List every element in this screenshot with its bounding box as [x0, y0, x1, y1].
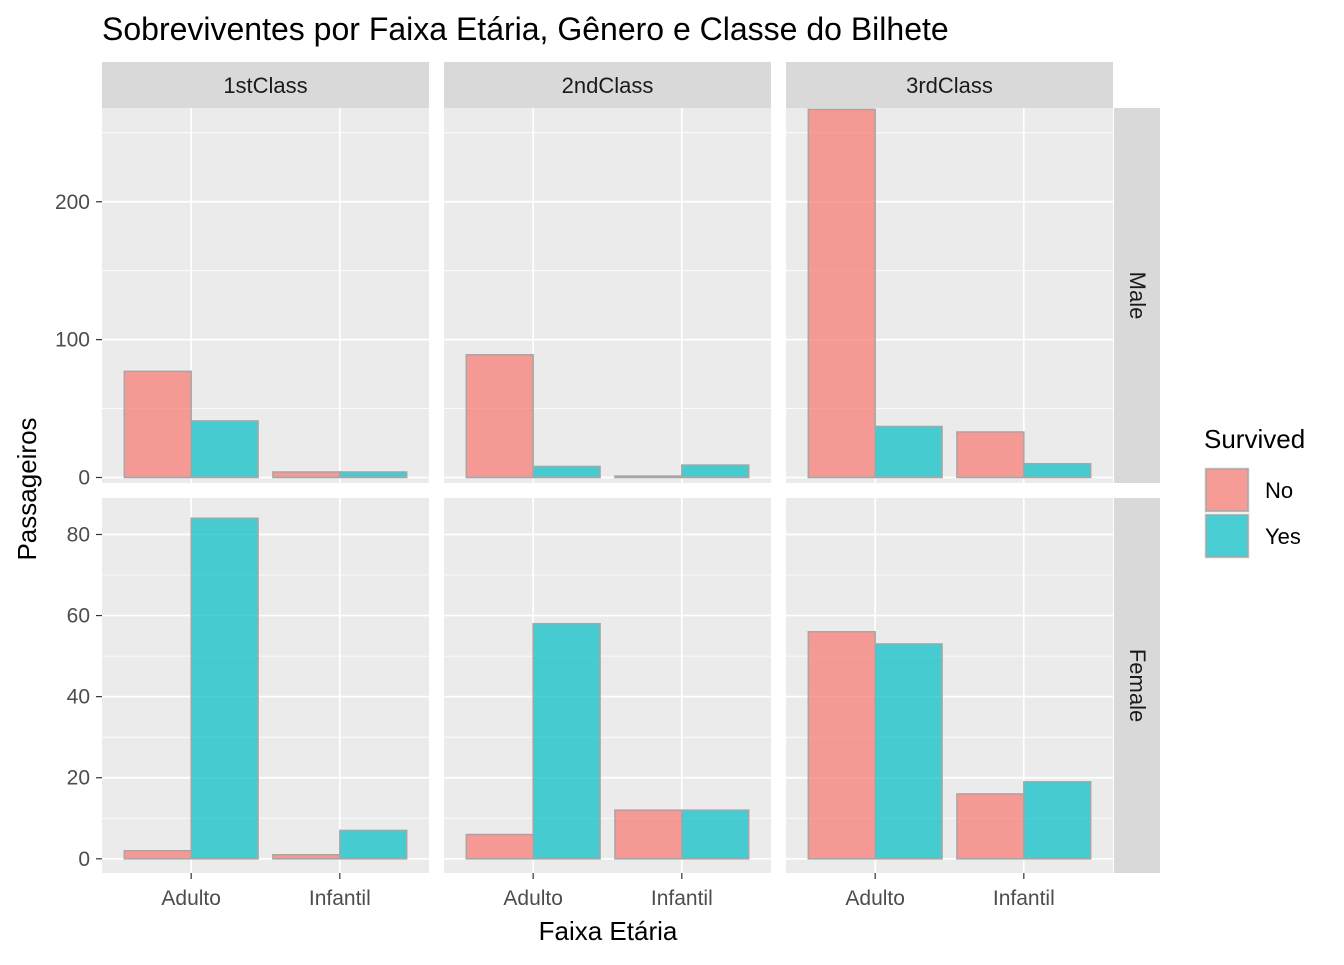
y-tick-label-male-0: 0 [78, 466, 90, 489]
bar-male-1stclass-adulto-yes [190, 420, 259, 479]
strip-male [1114, 108, 1160, 483]
bar-female-3rdclass-adulto-no [807, 631, 876, 860]
legend-swatch-no [1205, 468, 1249, 512]
strip-female [1114, 498, 1160, 873]
strip-label-female: Female [1125, 649, 1150, 722]
strip-2ndclass [444, 62, 771, 108]
bar-female-2ndclass-infantil-yes [681, 809, 750, 860]
y-tick-label-female-60: 60 [67, 605, 90, 628]
x-tick-label-3rdclass-adulto: Adulto [845, 887, 905, 910]
x-tick-label-2ndclass-infantil: Infantil [651, 887, 713, 910]
bar-female-2ndclass-infantil-no [614, 809, 683, 860]
facet-grid: 1stClass 2ndClass 3rdClassMale0100200Femal… [55, 62, 1160, 910]
y-tick-label-female-40: 40 [67, 686, 90, 709]
strip-label-1stclass: 1stClass [223, 73, 307, 98]
bar-female-1stclass-infantil-no [272, 854, 341, 860]
bar-female-1stclass-adulto-yes [190, 517, 259, 860]
bar-female-3rdclass-adulto-yes [874, 643, 943, 860]
bar-male-2ndclass-infantil-no [614, 475, 683, 479]
y-tick-label-male-100: 100 [55, 329, 90, 352]
x-axis-title: Faixa Etária [539, 916, 678, 946]
bar-female-2ndclass-adulto-no [465, 833, 534, 860]
strip-label-male: Male [1125, 272, 1150, 320]
bar-male-3rdclass-infantil-yes [1023, 462, 1092, 479]
strip-3rdclass [786, 62, 1113, 108]
y-tick-label-male-200: 200 [55, 191, 90, 214]
bar-male-2ndclass-adulto-yes [532, 465, 601, 479]
x-tick-label-3rdclass-infantil: Infantil [993, 887, 1055, 910]
bar-male-1stclass-infantil-yes [339, 471, 408, 479]
legend-title: Survived [1204, 424, 1305, 454]
bar-male-3rdclass-infantil-no [956, 431, 1025, 479]
bar-male-2ndclass-infantil-yes [681, 464, 750, 479]
bar-male-1stclass-adulto-no [123, 370, 192, 479]
strip-label-3rdclass: 3rdClass [906, 73, 993, 98]
bar-female-2ndclass-adulto-yes [532, 622, 601, 860]
y-tick-label-female-20: 20 [67, 767, 90, 790]
x-tick-label-1stclass-adulto: Adulto [161, 887, 221, 910]
legend-label-yes: Yes [1265, 524, 1301, 549]
bar-male-2ndclass-adulto-no [465, 354, 534, 479]
bar-female-3rdclass-infantil-no [956, 793, 1025, 860]
strip-label-2ndclass: 2ndClass [562, 73, 654, 98]
bar-female-1stclass-adulto-no [123, 849, 192, 860]
bar-male-3rdclass-adulto-no [807, 108, 876, 479]
y-tick-label-female-80: 80 [67, 523, 90, 546]
bar-female-1stclass-infantil-yes [339, 829, 408, 860]
bar-male-3rdclass-adulto-yes [874, 425, 943, 479]
x-tick-label-1stclass-infantil: Infantil [309, 887, 371, 910]
strip-1stclass [102, 62, 429, 108]
y-tick-label-female-0: 0 [78, 848, 90, 871]
legend-label-no: No [1265, 478, 1293, 503]
legend-swatch-yes [1205, 514, 1249, 558]
bar-male-1stclass-infantil-no [272, 471, 341, 479]
bar-female-3rdclass-infantil-yes [1023, 781, 1092, 860]
legend: Survived No Yes [1204, 424, 1305, 559]
chart-title: Sobreviventes por Faixa Etária, Gênero e… [102, 11, 949, 47]
x-tick-label-2ndclass-adulto: Adulto [503, 887, 563, 910]
y-axis-title: Passageiros [12, 417, 42, 560]
panel-female-1stclass [102, 498, 429, 873]
